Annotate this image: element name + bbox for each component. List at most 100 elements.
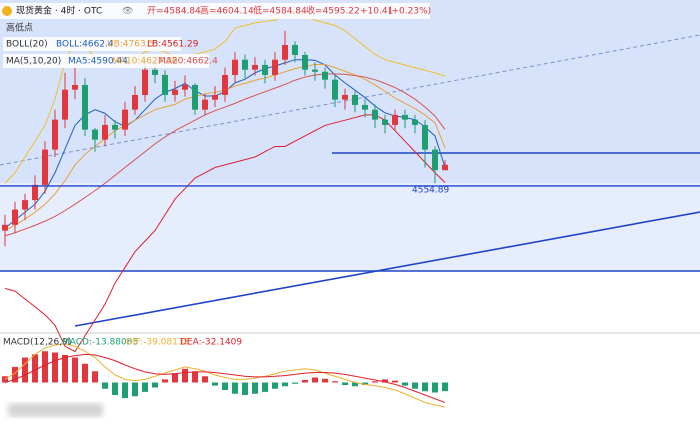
ohlc-open: 开=4584.84 xyxy=(147,6,201,17)
dif-value: DIF:-39.08133 xyxy=(126,338,189,348)
macd-bar xyxy=(432,382,438,393)
indicator-line xyxy=(4,114,446,353)
ma20: MA20:4662.4 xyxy=(158,57,218,67)
candle-body xyxy=(92,129,98,140)
candle-body xyxy=(122,109,128,130)
macd-bar xyxy=(412,382,418,389)
boll-mid: BOLL:4662.4 xyxy=(56,40,114,50)
macd-bar xyxy=(352,382,358,387)
candle-body xyxy=(212,94,218,100)
macd-bar xyxy=(102,382,108,389)
macd-bar xyxy=(232,382,238,394)
macd-bar xyxy=(132,382,138,397)
title: 现货黄金 · 4时 · OTC xyxy=(16,5,102,17)
macd-bar xyxy=(372,381,378,383)
macd-bar xyxy=(82,363,88,383)
ma-label: MA(5,10,20) xyxy=(6,57,61,67)
candle-body xyxy=(172,89,178,95)
change: +10.41 xyxy=(360,7,393,17)
candle-body xyxy=(202,99,208,110)
macd-bar xyxy=(382,379,388,383)
candle-body xyxy=(152,69,158,75)
candle-body xyxy=(162,74,168,95)
candle-body xyxy=(312,69,318,72)
macd-bar xyxy=(32,354,38,383)
watermark xyxy=(8,403,103,417)
macd-bar xyxy=(422,382,428,392)
candle-body xyxy=(42,149,48,185)
candle-body xyxy=(302,54,308,70)
macd-bar xyxy=(42,351,48,383)
macd-bar xyxy=(312,377,318,383)
hl-label: 高低点 xyxy=(6,22,33,34)
macd-bar xyxy=(362,382,368,385)
macd-bar xyxy=(332,381,338,383)
candle-body xyxy=(52,119,58,150)
macd-bar xyxy=(62,355,68,383)
macd-bar xyxy=(272,382,278,389)
header-bg xyxy=(0,3,430,19)
macd-bar xyxy=(162,379,168,383)
candle-body xyxy=(232,59,238,75)
gold-icon xyxy=(2,6,12,16)
macd-bar xyxy=(292,382,298,384)
macd-bar xyxy=(322,378,328,383)
macd-bar xyxy=(222,382,228,390)
boll-ub: UB:4763.5 xyxy=(107,40,154,50)
candle-body xyxy=(352,94,358,105)
candle-body xyxy=(342,94,348,100)
candle-body xyxy=(262,64,268,75)
macd-bar xyxy=(142,382,148,392)
shade-upper xyxy=(0,0,700,183)
shade-lower xyxy=(0,183,700,271)
candle-body xyxy=(322,71,328,80)
macd-line xyxy=(4,343,446,408)
candle-body xyxy=(412,119,418,125)
macd-bar xyxy=(262,382,268,392)
candle-body xyxy=(132,94,138,110)
macd-bar xyxy=(72,357,78,383)
candle-body xyxy=(392,114,398,125)
ohlc-close: 收=4595.22 xyxy=(306,5,360,17)
candle-body xyxy=(32,184,38,201)
dea-value: DEA:-32.1409 xyxy=(180,338,242,348)
eye-icon[interactable]: 👁 xyxy=(122,7,133,17)
candle-body xyxy=(402,114,408,120)
candle-body xyxy=(252,64,258,70)
macd-bar xyxy=(302,380,308,383)
candle-body xyxy=(362,104,368,110)
macd-bar xyxy=(122,382,128,399)
ohlc-high: 高=4604.14 xyxy=(200,5,254,17)
indicator-line xyxy=(4,73,446,237)
macd-bar xyxy=(202,376,208,383)
candle-body xyxy=(242,59,248,70)
change-pct: (+0.23%) xyxy=(388,7,431,17)
macd-bar xyxy=(242,382,248,395)
candle-body xyxy=(372,109,378,120)
macd-bar xyxy=(112,382,118,395)
candle-body xyxy=(282,44,288,60)
macd-bar xyxy=(172,373,178,383)
ma10: MA10:4627.36 xyxy=(112,57,178,67)
macd-bar xyxy=(182,368,188,383)
boll-label: BOLL(20) xyxy=(6,40,48,50)
candle-body xyxy=(332,79,338,100)
candle-body xyxy=(382,119,388,125)
candle-body xyxy=(112,124,118,130)
macd-bar xyxy=(442,382,448,392)
macd-bar xyxy=(342,382,348,385)
macd-bar xyxy=(212,382,218,386)
candle-body xyxy=(292,44,298,55)
price-line-label: 4554.89 xyxy=(412,185,449,195)
candle-body xyxy=(2,224,8,231)
boll-lb: LB:4561.29 xyxy=(147,40,199,50)
macd-bar xyxy=(92,371,98,383)
macd-bar xyxy=(52,352,58,383)
candle-body xyxy=(442,164,448,171)
candle-body xyxy=(62,89,68,120)
candle-body xyxy=(22,200,28,210)
trend-line xyxy=(74,211,700,327)
macd-value: MACD:-13.88085 xyxy=(62,338,138,348)
legend-bg xyxy=(3,54,209,68)
